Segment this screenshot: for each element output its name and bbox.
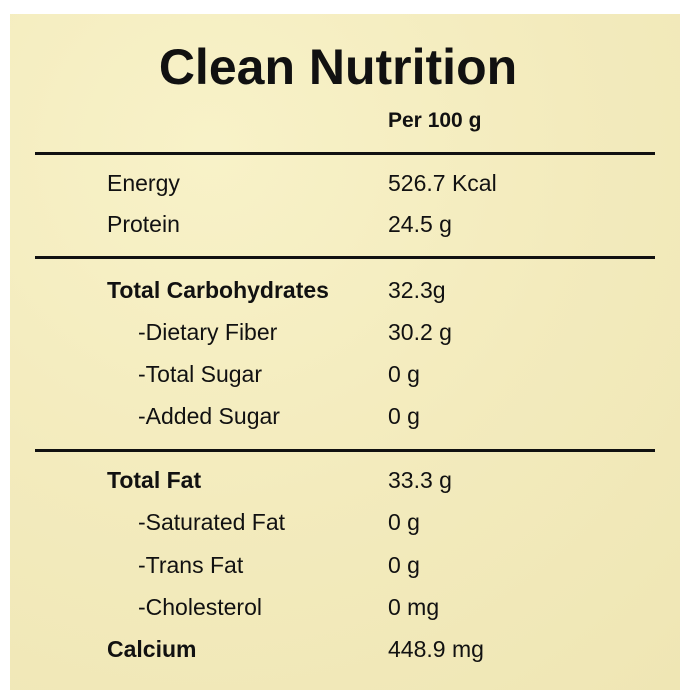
column-header: Per 100 g <box>388 109 482 132</box>
row-label: -Saturated Fat <box>138 509 286 535</box>
row-value: 24.5 g <box>388 211 452 237</box>
row-value: 448.9 mg <box>388 636 484 662</box>
row-label: -Total Sugar <box>138 361 263 387</box>
row-label: -Trans Fat <box>138 552 244 578</box>
row-label: Total Fat <box>107 467 202 493</box>
row-label: -Added Sugar <box>138 403 280 429</box>
nutrition-panel: Clean Nutrition Per 100 g Energy 526.7 Kc… <box>10 14 680 690</box>
row-label: Total Carbohydrates <box>107 277 329 303</box>
row-label: Energy <box>107 170 180 196</box>
row-value: 0 g <box>388 361 420 387</box>
row-label: -Cholesterol <box>138 594 262 620</box>
divider <box>35 152 655 155</box>
row-value: 30.2 g <box>388 319 452 345</box>
row-value: 526.7 Kcal <box>388 170 497 196</box>
row-value: 0 mg <box>388 594 440 620</box>
row-value: 0 g <box>388 509 420 535</box>
title: Clean Nutrition <box>158 39 518 95</box>
row-value: 0 g <box>388 403 420 429</box>
row-value: 33.3 g <box>388 467 452 493</box>
row-value: 0 g <box>388 552 420 578</box>
row-label: Protein <box>107 211 180 237</box>
divider <box>35 256 655 259</box>
row-value: 32.3g <box>388 277 446 303</box>
row-label: -Dietary Fiber <box>138 319 278 345</box>
divider <box>35 449 655 452</box>
row-label: Calcium <box>107 636 197 662</box>
